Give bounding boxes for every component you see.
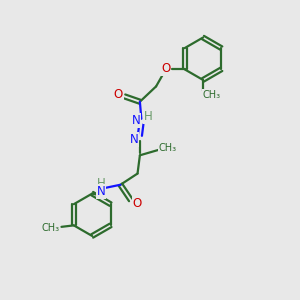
- Text: O: O: [133, 197, 142, 210]
- Text: H: H: [97, 177, 105, 190]
- Text: H: H: [143, 110, 152, 123]
- Text: N: N: [130, 133, 138, 146]
- Text: O: O: [113, 88, 123, 100]
- Text: CH₃: CH₃: [41, 223, 59, 233]
- Text: N: N: [97, 185, 105, 198]
- Text: CH₃: CH₃: [203, 90, 221, 100]
- Text: N: N: [132, 114, 140, 127]
- Text: CH₃: CH₃: [158, 142, 177, 153]
- Text: O: O: [161, 62, 170, 75]
